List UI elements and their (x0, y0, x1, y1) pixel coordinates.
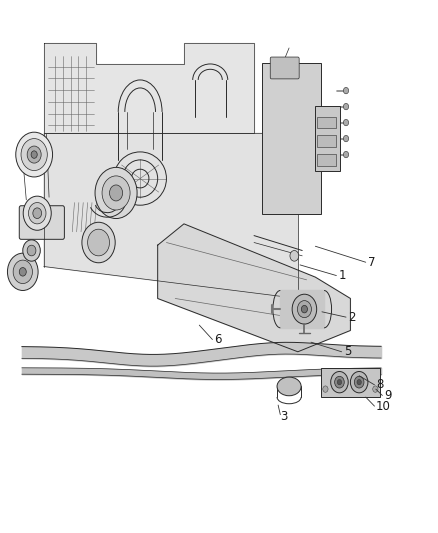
Circle shape (301, 305, 307, 313)
Text: 2: 2 (348, 311, 356, 324)
Circle shape (31, 151, 37, 158)
Circle shape (292, 294, 317, 324)
Circle shape (102, 176, 130, 210)
Polygon shape (280, 290, 324, 328)
Circle shape (95, 167, 137, 219)
Text: 7: 7 (368, 256, 375, 269)
Circle shape (373, 386, 378, 392)
Text: 10: 10 (376, 400, 391, 413)
FancyBboxPatch shape (317, 154, 336, 166)
Circle shape (21, 139, 47, 171)
Circle shape (354, 376, 364, 388)
Circle shape (343, 87, 349, 94)
Circle shape (290, 251, 299, 261)
Circle shape (27, 245, 36, 256)
Circle shape (33, 208, 42, 219)
Circle shape (343, 103, 349, 110)
FancyBboxPatch shape (270, 57, 299, 79)
Circle shape (110, 185, 123, 201)
Text: 5: 5 (344, 345, 351, 358)
Circle shape (19, 268, 26, 276)
Circle shape (343, 151, 349, 158)
Circle shape (343, 135, 349, 142)
Polygon shape (158, 224, 350, 352)
Circle shape (335, 376, 344, 388)
Circle shape (350, 372, 368, 393)
Circle shape (343, 119, 349, 126)
FancyBboxPatch shape (315, 106, 340, 171)
FancyBboxPatch shape (321, 368, 380, 397)
Circle shape (27, 146, 41, 163)
Polygon shape (44, 133, 298, 298)
Circle shape (82, 222, 115, 263)
Circle shape (13, 260, 32, 284)
Ellipse shape (277, 377, 301, 395)
Circle shape (323, 386, 328, 392)
Circle shape (28, 203, 46, 224)
Text: 8: 8 (377, 378, 384, 391)
FancyBboxPatch shape (262, 63, 321, 214)
Text: 1: 1 (339, 269, 346, 282)
Circle shape (88, 229, 110, 256)
Circle shape (331, 372, 348, 393)
Circle shape (7, 253, 38, 290)
Text: 6: 6 (215, 333, 222, 346)
Text: 3: 3 (280, 410, 288, 423)
Circle shape (16, 132, 53, 177)
Circle shape (23, 240, 40, 261)
FancyBboxPatch shape (317, 117, 336, 128)
Circle shape (23, 196, 51, 230)
Circle shape (357, 379, 361, 385)
Polygon shape (44, 43, 254, 133)
Circle shape (297, 301, 311, 318)
Text: 9: 9 (384, 389, 392, 402)
FancyBboxPatch shape (19, 206, 64, 239)
Circle shape (337, 379, 342, 385)
FancyBboxPatch shape (317, 135, 336, 147)
